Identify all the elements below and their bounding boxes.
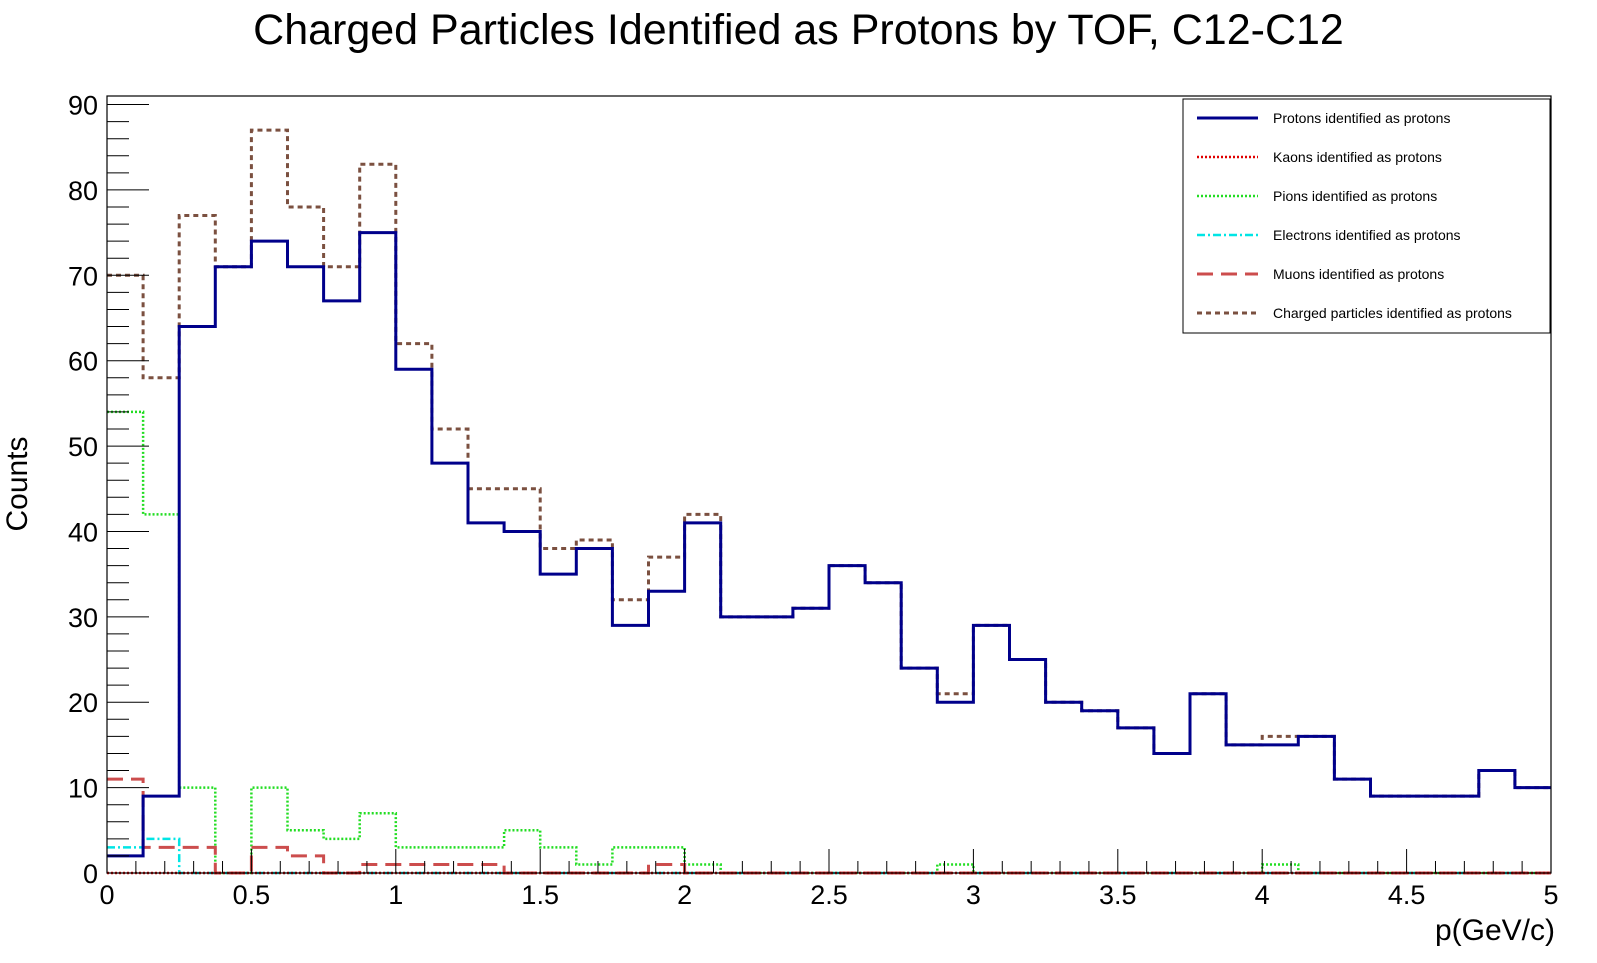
legend-label-0: Protons identified as protons bbox=[1273, 110, 1450, 126]
tick-label-layer: 0 10 20 30 40 50 60 70 80 90 0 0.5 1 1.5 2 2.5 3 3.5 4 4.5 5 bbox=[68, 91, 1559, 910]
plot-frame bbox=[106, 95, 1552, 874]
legend-label-2: Pions identified as protons bbox=[1273, 188, 1437, 204]
y-tick-label: 20 bbox=[68, 688, 98, 718]
legend-label-5: Charged particles identified as protons bbox=[1273, 305, 1512, 321]
y-tick-label: 70 bbox=[68, 261, 98, 291]
legend-box bbox=[1182, 98, 1551, 334]
chart-title: Charged Particles Identified as Protons … bbox=[253, 6, 1344, 54]
x-tick-label: 3 bbox=[966, 880, 981, 910]
x-tick-label: 4 bbox=[1255, 880, 1270, 910]
y-tick-label: 30 bbox=[68, 603, 98, 633]
x-tick-label: 3.5 bbox=[1099, 880, 1137, 910]
y-tick-label: 90 bbox=[68, 91, 98, 121]
legend-label-1: Kaons identified as protons bbox=[1273, 149, 1442, 165]
y-tick-label: 10 bbox=[68, 774, 98, 804]
y-tick-label: 40 bbox=[68, 517, 98, 547]
x-tick-label: 2.5 bbox=[810, 880, 848, 910]
y-tick-label: 50 bbox=[68, 432, 98, 462]
legend-label-4: Muons identified as protons bbox=[1273, 266, 1444, 282]
x-tick-label: 1.5 bbox=[521, 880, 559, 910]
x-tick-label: 4.5 bbox=[1388, 880, 1426, 910]
x-tick-label: 5 bbox=[1543, 880, 1558, 910]
x-tick-label: 0.5 bbox=[233, 880, 271, 910]
legend-label-3: Electrons identified as protons bbox=[1273, 227, 1461, 243]
legend: Protons identified as protons Kaons ident… bbox=[1182, 98, 1551, 334]
y-tick-label: 0 bbox=[83, 859, 98, 889]
series-0-step-line bbox=[107, 231, 1551, 858]
series-2-step-line bbox=[107, 410, 1551, 875]
y-axis-title: Counts bbox=[1, 436, 34, 531]
x-tick-label: 1 bbox=[388, 880, 403, 910]
y-tick-label: 60 bbox=[68, 347, 98, 377]
y-tick-label: 80 bbox=[68, 176, 98, 206]
x-tick-label: 0 bbox=[99, 880, 114, 910]
x-tick-label: 2 bbox=[677, 880, 692, 910]
x-axis-title: p(GeV/c) bbox=[1435, 914, 1555, 947]
